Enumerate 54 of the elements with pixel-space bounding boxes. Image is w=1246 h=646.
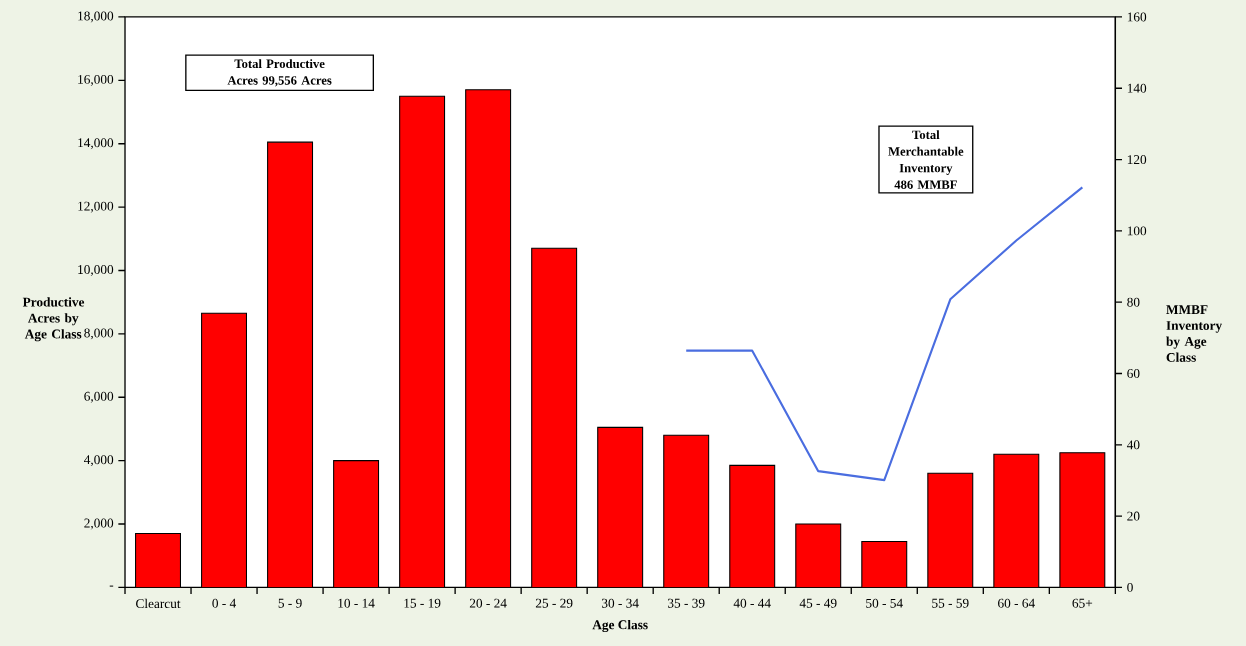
x-axis-title: Age Class [592, 619, 648, 632]
bar [597, 427, 643, 588]
y-tick-label: - [109, 585, 114, 587]
y2-tick-label: 0 [1127, 582, 1133, 592]
bar [861, 541, 907, 588]
y-tick-label: 10,000 [78, 264, 114, 276]
bar [993, 454, 1039, 588]
y-tick-label: 8,000 [84, 328, 114, 340]
x-tick-label: 55 - 59 [932, 598, 969, 608]
y-axis-title: Productive Acres by Age Class [22, 297, 85, 342]
y2-tick-label: 160 [1127, 12, 1147, 22]
bar [267, 142, 313, 588]
x-tick-label: 65+ [1072, 598, 1093, 608]
bar [663, 435, 709, 588]
y-tick-label: 14,000 [78, 138, 114, 150]
y2-tick-label: 60 [1127, 368, 1140, 378]
y-tick-label: 4,000 [83, 455, 114, 466]
bar [201, 313, 247, 588]
y2-axis-title: MMBF Inventory by Age Class [1166, 305, 1222, 362]
x-tick-label: 0 - 4 [212, 598, 237, 608]
y-tick-label: 12,000 [78, 201, 114, 213]
bar [135, 533, 181, 588]
y2-tick-label: 120 [1127, 154, 1147, 164]
bar [531, 248, 577, 588]
annotation: Total Merchantable Inventory 486 MMBF [888, 130, 964, 189]
bar [927, 473, 973, 588]
x-tick-label: 20 - 24 [469, 598, 507, 608]
y2-tick-label: 40 [1126, 440, 1140, 450]
bar [729, 465, 775, 588]
annotation: Total Productive Acres 99,556 Acres [227, 59, 332, 87]
x-tick-label: 15 - 19 [404, 598, 441, 608]
y-tick-label: 6,000 [84, 391, 114, 403]
bar [333, 460, 379, 588]
bar [1059, 452, 1106, 588]
x-tick-label: 5 - 9 [278, 598, 302, 608]
x-tick-label: 35 - 39 [668, 598, 705, 608]
y-tick-label: 2,000 [84, 518, 114, 530]
x-tick-label: 40 - 44 [733, 598, 771, 608]
bar [399, 96, 445, 588]
y-tick-label: 18,000 [78, 11, 114, 23]
y2-tick-label: 140 [1127, 83, 1147, 93]
y2-tick-label: 100 [1127, 226, 1147, 236]
y-tick-label: 16,000 [78, 74, 114, 86]
y2-tick-label: 80 [1127, 297, 1140, 307]
x-tick-label: 25 - 29 [535, 598, 573, 608]
x-tick-label: 45 - 49 [799, 598, 837, 608]
bar [465, 89, 511, 588]
y2-tick-label: 20 [1127, 511, 1140, 521]
bar [795, 523, 841, 588]
x-tick-label: 50 - 54 [866, 598, 903, 608]
x-tick-label: 30 - 34 [601, 598, 639, 608]
x-tick-label: Clearcut [136, 598, 181, 608]
x-tick-label: 60 - 64 [998, 598, 1035, 608]
x-tick-label: 10 - 14 [338, 598, 375, 608]
